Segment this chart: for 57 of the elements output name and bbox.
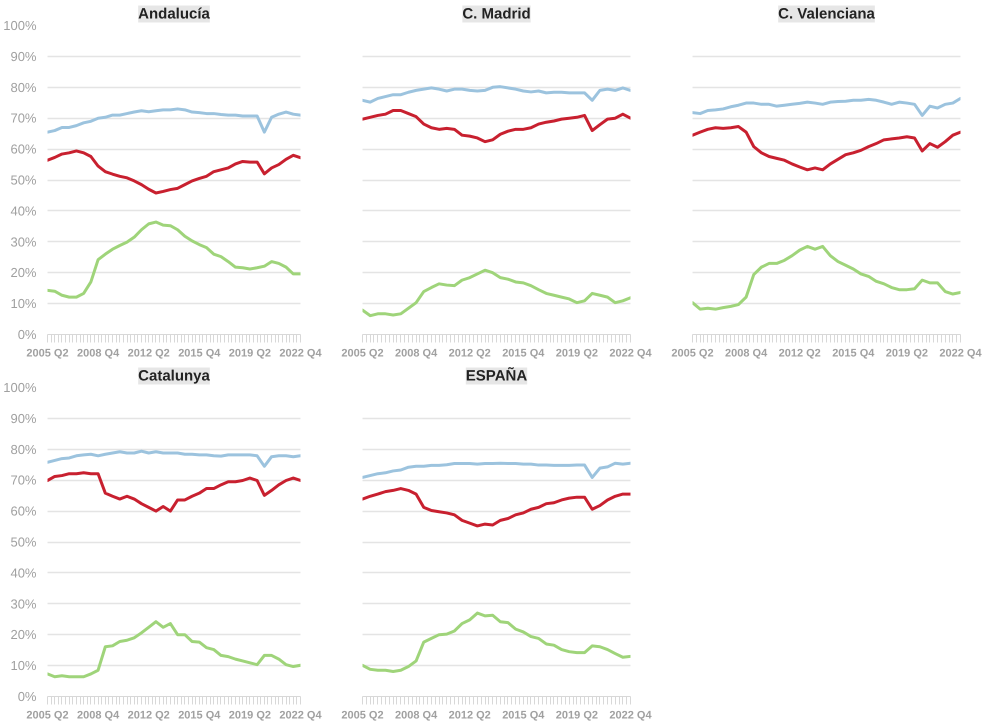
x-tick-label: 2012 Q2 [448,348,491,360]
y-tick-label: 80% [10,442,37,457]
y-tick-label: 20% [10,265,37,280]
y-tick-label: 70% [10,472,37,488]
x-tick-label: 2008 Q4 [77,710,120,722]
x-tick-label: 2019 Q2 [228,348,272,360]
x-tick-label: 2022 Q4 [279,710,322,722]
y-tick-label: 0% [18,689,37,704]
x-tick-label: 2012 Q2 [128,710,170,722]
y-tick-label: 50% [10,172,37,188]
x-tick-label: 2008 Q4 [77,348,120,360]
y-tick-label: 30% [10,596,37,612]
x-tick-label: 2015 Q4 [502,348,546,360]
chart-title: Catalunya [138,368,210,384]
x-tick-label: 2012 Q2 [128,348,170,360]
y-tick-label: 50% [10,534,37,550]
y-tick-label: 20% [10,627,37,642]
x-tick-label: 2005 Q2 [671,348,714,360]
x-tick-label: 2005 Q2 [341,710,384,722]
y-tick-label: 10% [10,658,37,674]
y-tick-label: 40% [10,565,37,580]
y-tick-label: 60% [10,142,37,157]
x-tick-label: 2022 Q4 [939,348,982,360]
y-tick-label: 100% [3,18,37,33]
y-tick-label: 60% [10,504,37,519]
x-tick-label: 2015 Q4 [502,710,546,722]
y-tick-label: 90% [10,48,37,64]
x-tick-label: 2019 Q2 [228,710,272,722]
x-tick-label: 2012 Q2 [448,710,491,722]
x-tick-label: 2022 Q4 [609,710,652,722]
chart-title: Andalucía [138,6,210,22]
x-tick-label: 2005 Q2 [26,710,69,722]
x-tick-label: 2015 Q4 [832,348,876,360]
x-tick-label: 2015 Q4 [178,710,222,722]
x-tick-label: 2005 Q2 [341,348,384,360]
y-tick-label: 40% [10,203,37,218]
y-tick-label: 100% [3,380,37,395]
chart-title: C. Madrid [462,6,531,22]
y-tick-label: 10% [10,296,37,312]
x-tick-label: 2012 Q2 [778,348,821,360]
x-tick-label: 2019 Q2 [886,348,928,360]
y-tick-label: 90% [10,410,37,426]
x-tick-label: 2019 Q2 [556,348,598,360]
chart-title: C. Valenciana [778,6,876,22]
x-tick-label: 2008 Q4 [725,348,768,360]
x-tick-label: 2005 Q2 [26,348,69,360]
x-tick-label: 2008 Q4 [395,348,438,360]
x-tick-label: 2019 Q2 [556,710,598,722]
x-tick-label: 2008 Q4 [395,710,438,722]
y-tick-label: 80% [10,80,37,95]
y-tick-label: 0% [18,327,37,342]
y-tick-label: 30% [10,234,37,250]
chart-title: ESPAÑA [466,366,528,384]
x-tick-label: 2022 Q4 [279,348,322,360]
x-tick-label: 2022 Q4 [609,348,652,360]
x-tick-label: 2015 Q4 [178,348,222,360]
y-tick-label: 70% [10,110,37,126]
